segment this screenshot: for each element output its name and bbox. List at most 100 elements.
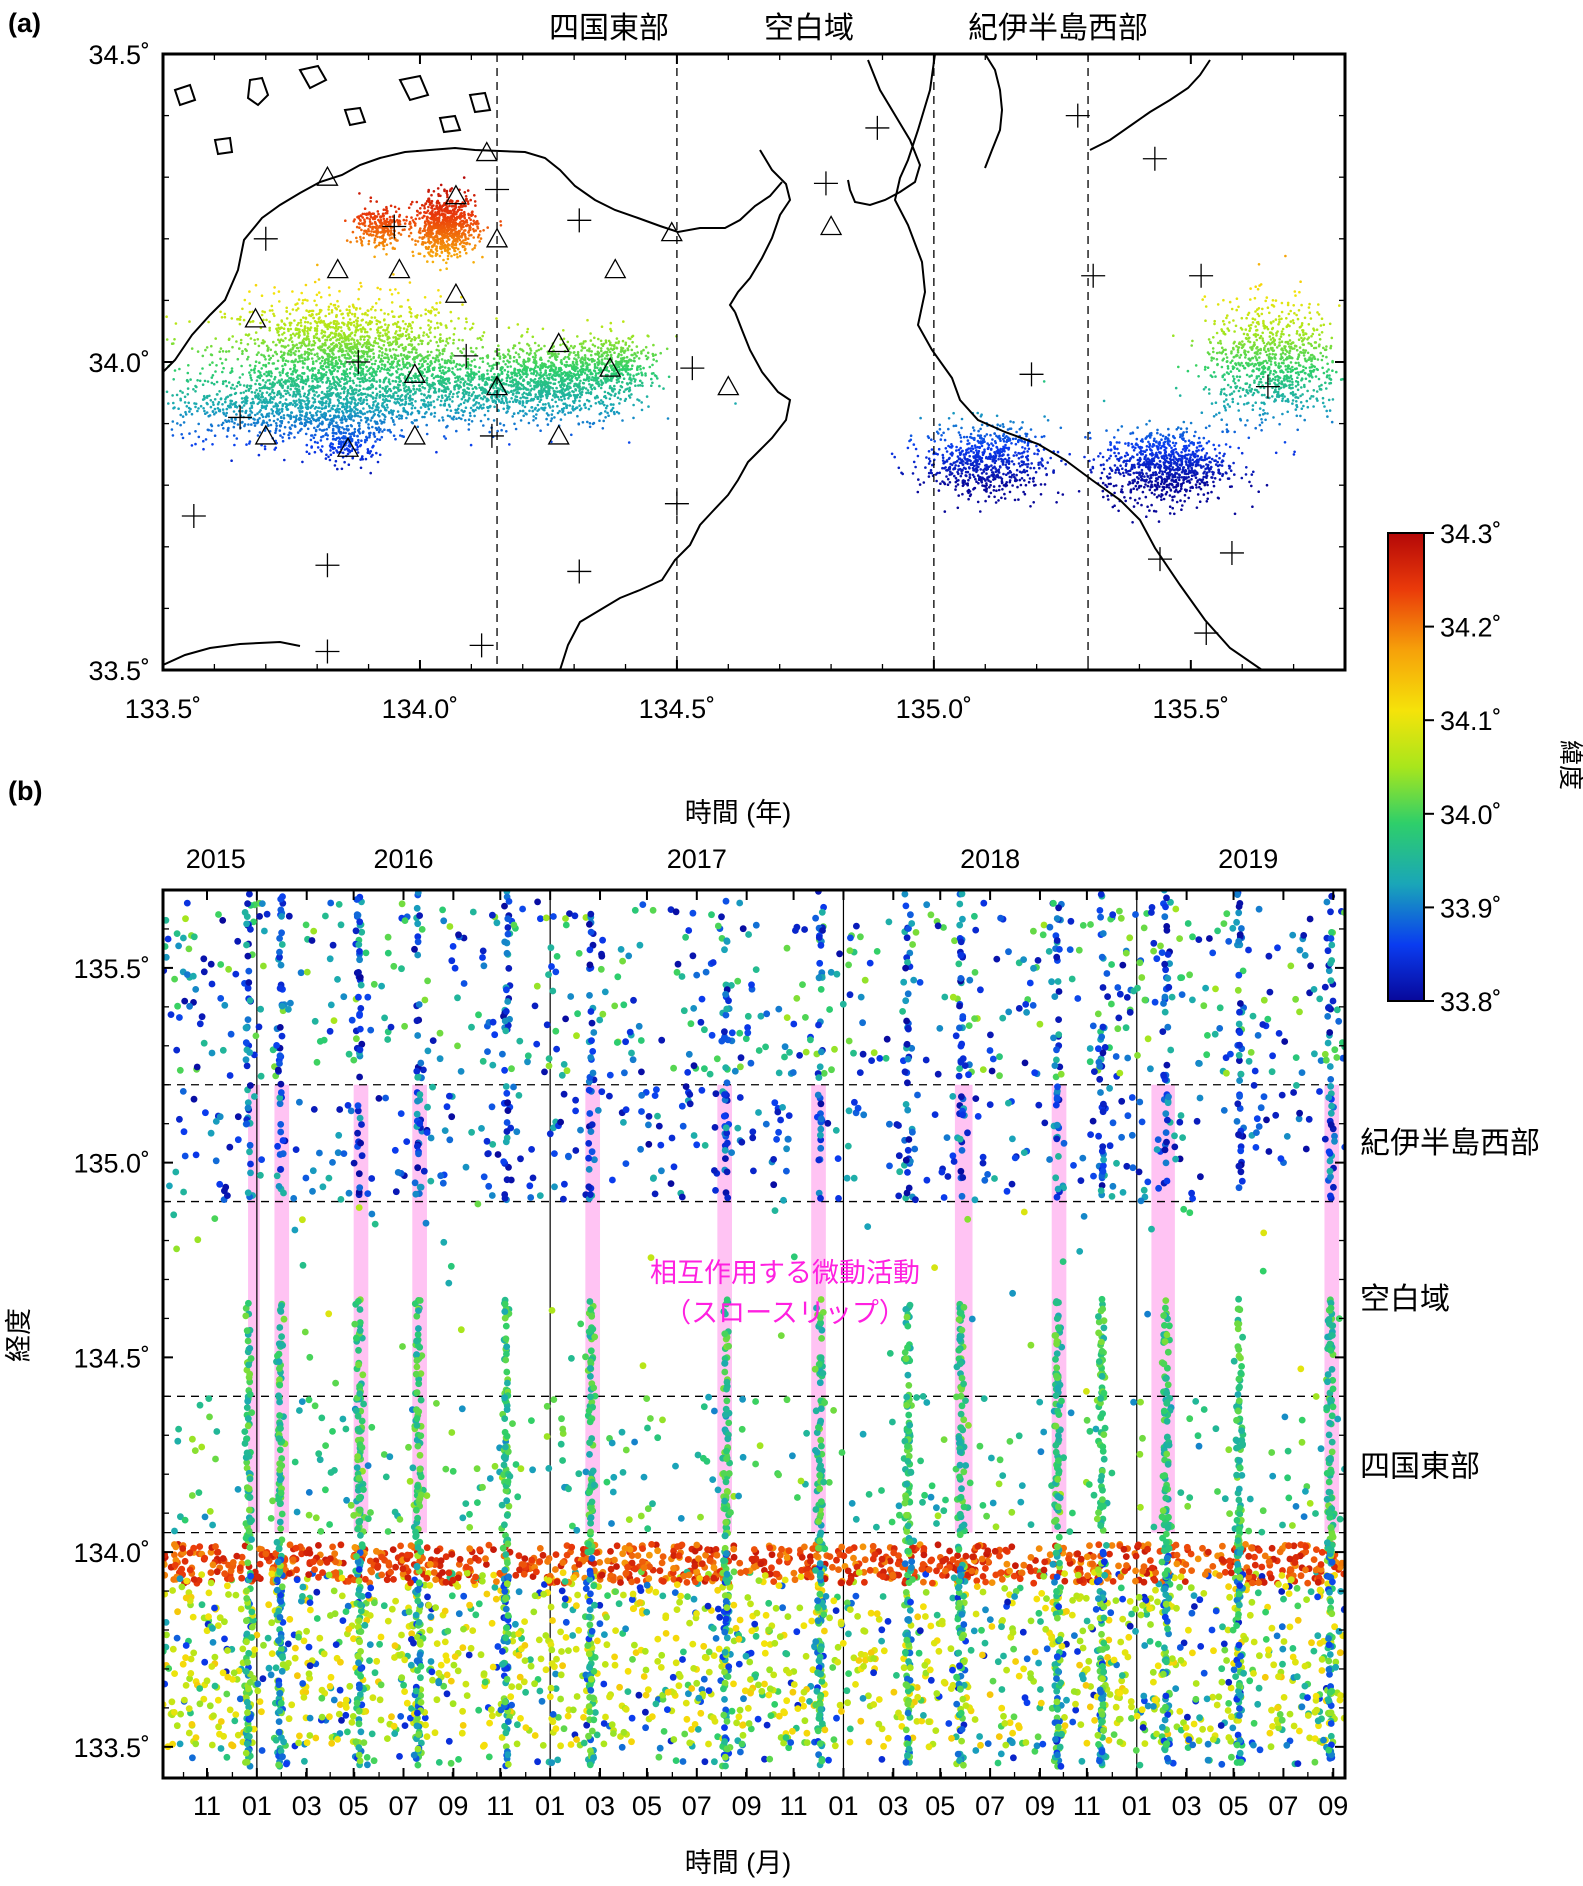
map-tremor-point xyxy=(273,286,276,289)
map-tremor-point xyxy=(340,335,344,339)
map-tremor-point xyxy=(271,381,275,384)
map-tremor-point xyxy=(294,395,297,398)
map-tremor-point xyxy=(193,402,196,405)
map-tremor-point xyxy=(565,385,569,388)
map-tremor-point xyxy=(401,360,405,364)
map-tremor-point xyxy=(240,406,244,409)
map-tremor-point xyxy=(589,391,593,394)
map-tremor-point xyxy=(486,362,490,365)
map-tremor-point xyxy=(314,375,317,378)
map-tremor-point xyxy=(257,369,260,373)
map-tremor-point xyxy=(457,404,461,408)
map-tremor-point xyxy=(586,389,590,392)
map-tremor-point xyxy=(400,393,404,397)
map-tremor-point xyxy=(587,391,590,395)
map-tremor-point xyxy=(381,402,384,405)
map-tremor-point xyxy=(568,378,571,382)
map-tremor-point xyxy=(327,359,330,362)
map-tremor-point xyxy=(406,298,410,302)
map-tremor-point xyxy=(462,363,466,367)
map-tremor-point xyxy=(588,363,591,366)
map-tremor-point xyxy=(391,379,395,383)
map-tremor-point xyxy=(332,375,335,379)
map-tremor-point xyxy=(244,389,248,393)
map-tremor-point xyxy=(311,360,315,364)
map-tremor-point xyxy=(460,397,464,401)
map-tremor-point xyxy=(579,407,583,410)
map-tremor-point xyxy=(306,393,310,397)
map-tremor-point xyxy=(609,364,612,367)
map-tremor-point xyxy=(378,438,382,442)
map-tremor-point xyxy=(392,273,395,276)
map-tremor-point xyxy=(620,372,623,375)
map-tremor-point xyxy=(354,402,357,406)
map-tremor-point xyxy=(370,316,374,319)
map-tremor-point xyxy=(437,389,441,393)
map-tremor-point xyxy=(549,419,553,423)
map-tremor-point xyxy=(344,370,347,373)
map-tremor-point xyxy=(313,377,317,381)
map-tremor-point xyxy=(341,312,344,316)
map-tremor-point xyxy=(286,403,289,406)
map-tremor-point xyxy=(343,333,346,336)
map-tremor-point xyxy=(303,358,307,362)
map-tremor-point xyxy=(218,409,222,413)
map-tremor-point xyxy=(294,425,297,428)
map-tremor-point xyxy=(618,361,621,365)
map-tremor-point xyxy=(369,419,373,422)
map-tremor-point xyxy=(437,289,440,292)
map-tremor-point xyxy=(453,386,456,389)
map-tremor-point xyxy=(288,393,292,397)
map-tremor-point xyxy=(219,357,222,361)
map-tremor-point xyxy=(208,363,212,367)
map-tremor-point xyxy=(340,340,344,344)
map-tremor-point xyxy=(349,342,353,346)
map-tremor-point xyxy=(341,411,345,415)
map-tremor-point xyxy=(260,294,264,298)
map-tremor-point xyxy=(455,253,459,256)
map-tremor-point xyxy=(550,417,554,420)
map-tremor-point xyxy=(595,377,599,380)
map-tremor-point xyxy=(273,350,277,354)
map-tremor-point xyxy=(562,394,565,397)
map-tremor-point xyxy=(462,401,466,405)
map-tremor-point xyxy=(247,355,250,359)
map-tremor-point xyxy=(469,346,473,350)
map-tremor-point xyxy=(471,350,475,354)
map-tremor-point xyxy=(467,394,471,397)
map-tremor-point xyxy=(332,320,336,324)
map-tremor-point xyxy=(479,357,482,360)
map-tremor-point xyxy=(325,428,329,431)
map-tremor-point xyxy=(243,424,246,428)
map-tremor-point xyxy=(400,367,403,371)
map-tremor-point xyxy=(224,419,227,422)
map-tremor-point xyxy=(265,398,268,402)
map-tremor-point xyxy=(372,410,375,414)
map-tremor-point xyxy=(482,403,485,406)
map-tremor-point xyxy=(464,195,468,198)
map-tremor-point xyxy=(348,405,352,408)
map-tremor-point xyxy=(609,403,613,406)
map-tremor-point xyxy=(298,357,301,360)
map-tremor-point xyxy=(610,379,613,383)
map-tremor-point xyxy=(235,405,239,409)
map-tremor-point xyxy=(623,368,626,371)
map-tremor-point xyxy=(417,362,421,366)
map-tremor-point xyxy=(526,373,529,376)
map-tremor-point xyxy=(371,397,375,400)
map-tremor-point xyxy=(307,351,311,355)
map-tremor-point xyxy=(400,305,403,308)
map-tremor-point xyxy=(362,387,365,391)
map-tremor-point xyxy=(425,376,429,380)
map-tremor-point xyxy=(202,407,205,410)
map-tremor-point xyxy=(632,374,635,378)
map-tremor-point xyxy=(593,366,597,370)
map-tremor-point xyxy=(578,388,582,391)
map-tremor-point xyxy=(291,383,294,386)
map-tremor-point xyxy=(336,362,339,365)
map-tremor-point xyxy=(211,374,215,377)
map-tremor-point xyxy=(302,372,306,375)
map-tremor-point xyxy=(247,389,251,392)
map-tremor-point xyxy=(315,293,319,297)
map-tremor-point xyxy=(306,358,309,361)
